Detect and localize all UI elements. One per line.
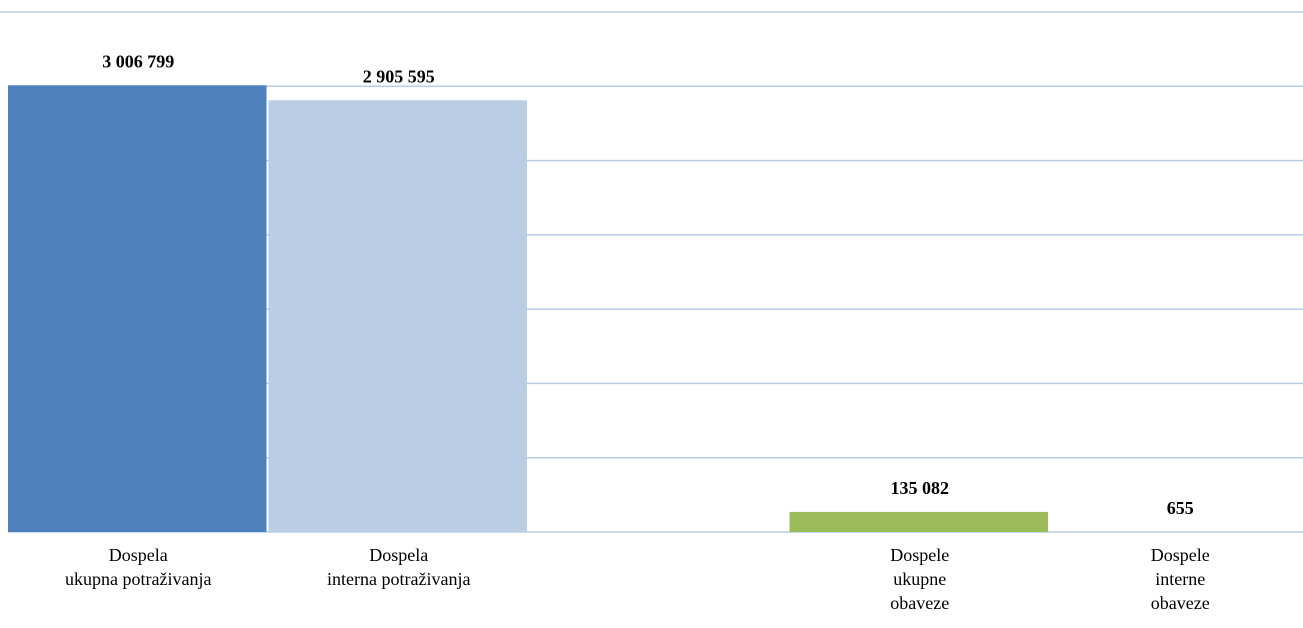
data-label: 3 006 799: [102, 51, 174, 71]
x-tick-label: Dospele ukupne obaveze: [890, 545, 950, 613]
data-label: 655: [1167, 498, 1194, 518]
bar: [789, 511, 1048, 532]
x-tick-label: Dospela ukupna potraživanja: [65, 545, 212, 589]
bar: [8, 85, 267, 532]
data-label: 135 082: [891, 478, 950, 498]
x-tick-label: Dospela interna potraživanja: [327, 545, 471, 589]
data-label: 2 905 595: [363, 66, 435, 86]
x-tick-label: Dospele interne obaveze: [1150, 545, 1210, 613]
bar: [268, 100, 527, 533]
